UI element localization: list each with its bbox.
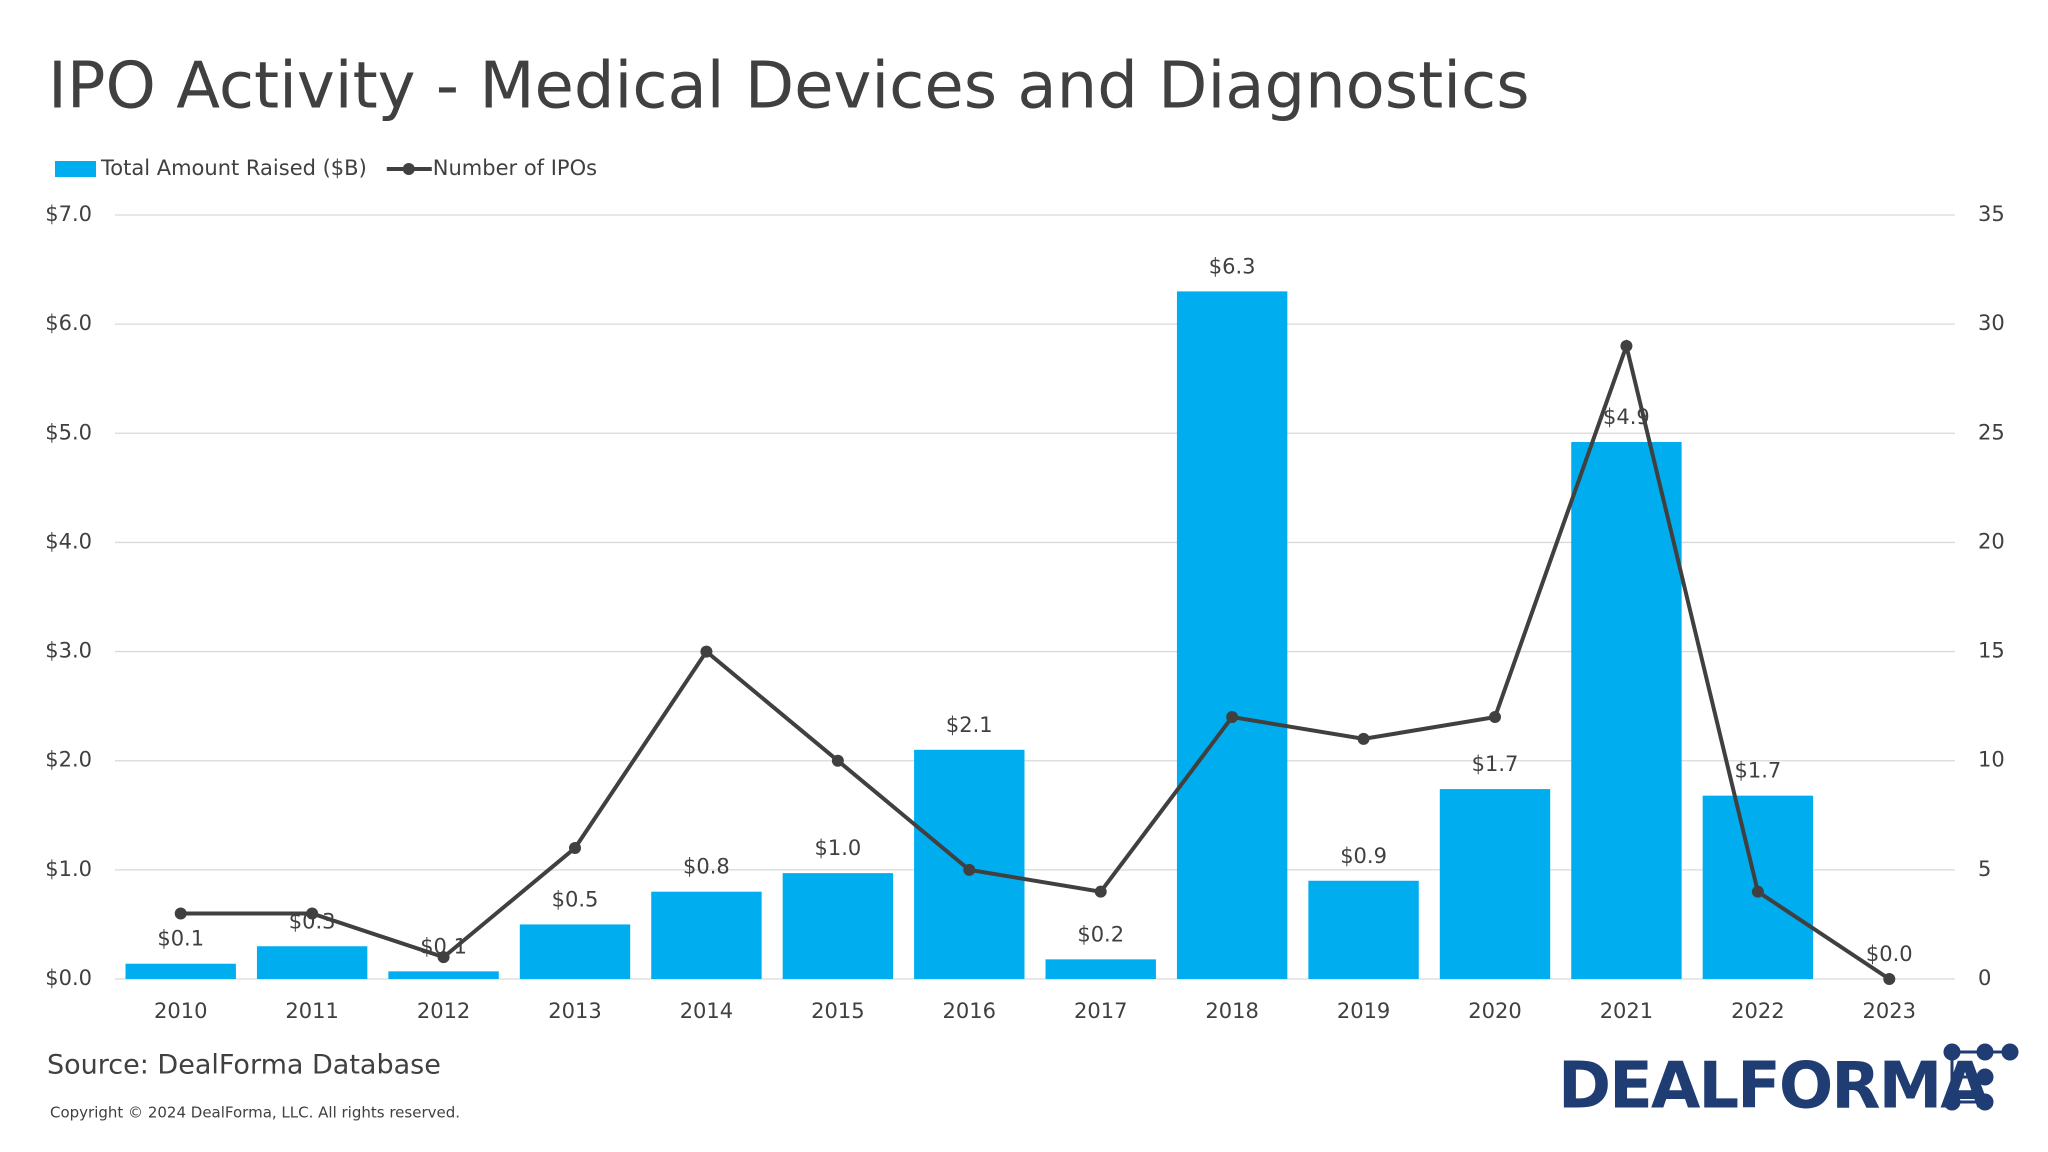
line-point — [700, 645, 713, 658]
data-label: $0.2 — [1077, 922, 1124, 946]
bar — [388, 971, 499, 979]
y-tick-label: $1.0 — [45, 857, 92, 881]
x-tick-label: 2016 — [943, 999, 996, 1023]
line-point — [1094, 885, 1107, 898]
bar — [1045, 959, 1156, 979]
bar — [651, 891, 762, 979]
y2-tick-label: 5 — [1978, 857, 1991, 881]
y2-tick-label: 20 — [1978, 529, 2005, 553]
line-point — [1357, 732, 1370, 745]
bar — [1439, 789, 1551, 979]
bar — [1176, 291, 1288, 979]
data-label: $6.3 — [1209, 254, 1256, 278]
y-tick-label: $4.0 — [45, 529, 92, 553]
y-tick-label: $2.0 — [45, 748, 92, 772]
data-label: $0.1 — [157, 927, 204, 951]
line-point — [437, 951, 450, 964]
x-tick-label: 2017 — [1074, 999, 1127, 1023]
line-point — [1489, 711, 1501, 724]
x-tick-label: 2023 — [1863, 999, 1916, 1023]
line-point — [1620, 339, 1633, 352]
bar — [256, 946, 368, 979]
data-label: $0.0 — [1866, 942, 1913, 966]
x-tick-label: 2022 — [1731, 999, 1784, 1023]
data-label: $0.5 — [552, 887, 599, 911]
x-tick-label: 2021 — [1600, 999, 1653, 1023]
x-tick-label: 2011 — [285, 999, 338, 1023]
y-tick-label: $5.0 — [45, 420, 92, 444]
x-tick-label: 2013 — [548, 999, 601, 1023]
logo-icon — [1943, 1043, 2019, 1111]
bar — [1308, 880, 1419, 979]
data-label: $1.7 — [1734, 759, 1781, 783]
y2-tick-label: 25 — [1978, 420, 2005, 444]
line-point — [1226, 711, 1239, 724]
legend-label: Total Amount Raised ($B) — [100, 156, 367, 180]
bar — [125, 963, 236, 979]
data-label: $1.7 — [1472, 752, 1519, 776]
line-point — [1883, 973, 1896, 985]
y2-tick-label: 30 — [1978, 311, 2005, 335]
line-point — [174, 907, 187, 920]
bar — [519, 924, 631, 979]
bar — [1571, 442, 1682, 979]
x-tick-label: 2019 — [1337, 999, 1390, 1023]
line — [180, 338, 1891, 981]
data-label: $2.1 — [946, 713, 993, 737]
y2-tick-label: 35 — [1978, 202, 2005, 226]
line-point — [306, 907, 319, 920]
x-tick-label: 2012 — [417, 999, 470, 1023]
y-tick-label: $7.0 — [45, 202, 92, 226]
line-point — [1751, 885, 1764, 898]
y2-tick-label: 10 — [1978, 748, 2005, 772]
legend-swatch — [402, 163, 415, 175]
y-tick-label: $3.0 — [45, 639, 92, 663]
line-point — [831, 754, 844, 767]
y-tick-label: $0.0 — [45, 966, 92, 990]
y2-tick-label: 0 — [1978, 966, 1991, 990]
copyright: Copyright © 2024 DealForma, LLC. All rig… — [50, 1104, 460, 1122]
y2-tick-label: 15 — [1978, 639, 2005, 663]
line-point — [963, 863, 976, 876]
data-label: $1.0 — [814, 836, 861, 860]
legend-label: Number of IPOs — [433, 156, 597, 180]
x-tick-label: 2018 — [1205, 999, 1258, 1023]
data-label: $0.9 — [1340, 844, 1387, 868]
x-tick-label: 2015 — [811, 999, 864, 1023]
chart-title: IPO Activity - Medical Devices and Diagn… — [48, 50, 1530, 124]
x-tick-label: 2010 — [154, 999, 207, 1023]
x-tick-label: 2020 — [1468, 999, 1521, 1023]
y-tick-label: $6.0 — [45, 311, 92, 335]
bar — [782, 873, 894, 979]
source: Source: DealForma Database — [47, 1050, 441, 1081]
x-tick-label: 2014 — [680, 999, 733, 1023]
line-point — [569, 842, 581, 855]
legend-swatch — [55, 161, 96, 177]
data-label: $0.8 — [683, 855, 730, 879]
logo: DEALFORMA — [1558, 1050, 1990, 1124]
